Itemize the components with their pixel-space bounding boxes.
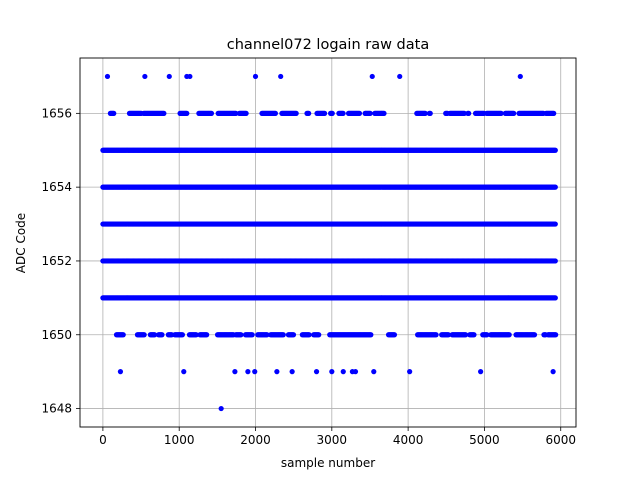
- data-point: [517, 73, 523, 80]
- data-point: [204, 332, 210, 338]
- data-point: [551, 110, 557, 116]
- data-points: [100, 73, 559, 412]
- y-tick-label: 1650: [41, 328, 72, 342]
- data-point: [471, 332, 477, 338]
- data-point: [368, 332, 374, 338]
- data-point: [340, 110, 346, 116]
- data-point: [280, 332, 286, 338]
- data-point: [313, 369, 320, 375]
- data-point: [552, 295, 558, 301]
- data-point: [218, 405, 224, 412]
- data-point: [340, 369, 346, 375]
- data-point: [397, 73, 403, 80]
- y-tick-label: 1652: [41, 254, 72, 268]
- data-point: [306, 332, 312, 338]
- data-point: [553, 332, 559, 338]
- data-point: [274, 369, 280, 375]
- x-tick-label: 5000: [469, 433, 500, 447]
- y-tick-label: 1648: [41, 402, 72, 416]
- data-point: [252, 73, 259, 80]
- data-point: [367, 110, 373, 116]
- axes: 0 1000 2000 3000 4000 5000 6000 1648 1650 1652 165…: [41, 57, 577, 447]
- data-point: [232, 369, 238, 375]
- data-point: [407, 369, 413, 375]
- data-point: [484, 332, 490, 338]
- data-point: [466, 110, 472, 116]
- data-point: [278, 73, 284, 80]
- data-point: [461, 110, 467, 116]
- data-point: [111, 110, 117, 116]
- data-point: [141, 332, 147, 338]
- x-tick-label: 4000: [393, 433, 424, 447]
- data-point: [316, 332, 322, 338]
- data-point: [104, 73, 111, 80]
- data-point: [463, 332, 469, 338]
- data-point: [552, 147, 558, 153]
- data-point: [371, 369, 377, 375]
- data-point: [498, 110, 504, 116]
- data-point: [159, 332, 165, 338]
- data-point: [550, 369, 556, 375]
- plot-frame: [79, 57, 577, 428]
- data-point: [433, 332, 439, 338]
- data-point: [369, 73, 375, 80]
- data-point: [552, 221, 558, 227]
- data-point: [293, 110, 299, 116]
- data-point: [329, 369, 335, 375]
- data-point: [233, 110, 239, 116]
- data-point: [552, 258, 558, 264]
- chart-title: channel072 logain raw data: [227, 37, 429, 53]
- data-point: [184, 110, 190, 116]
- data-point: [321, 110, 328, 116]
- x-tick-label: 2000: [240, 433, 271, 447]
- data-point: [445, 332, 451, 338]
- x-tick-label: 6000: [545, 433, 576, 447]
- data-point: [356, 110, 363, 116]
- data-point: [181, 369, 187, 375]
- y-tick-label: 1656: [41, 106, 72, 120]
- data-point: [151, 332, 158, 338]
- data-point: [511, 110, 517, 116]
- data-point: [352, 369, 359, 375]
- data-point: [289, 369, 295, 375]
- x-tick-label: 1000: [164, 433, 195, 447]
- data-point: [252, 369, 258, 375]
- data-point: [238, 332, 244, 338]
- data-point: [117, 369, 124, 375]
- data-point: [208, 110, 215, 116]
- data-point: [531, 332, 538, 338]
- data-point: [264, 332, 270, 338]
- data-point: [427, 110, 433, 116]
- data-point: [381, 110, 387, 116]
- data-point: [249, 332, 255, 338]
- data-point: [329, 110, 335, 116]
- data-point: [120, 332, 126, 338]
- data-point: [272, 110, 279, 116]
- data-point: [179, 332, 186, 338]
- y-axis-label: ADC Code: [14, 213, 28, 273]
- data-point: [422, 110, 428, 116]
- data-point: [193, 332, 199, 338]
- x-tick-label: 3000: [317, 433, 348, 447]
- data-point: [161, 110, 167, 116]
- x-axis-label: sample number: [281, 456, 375, 470]
- x-tick-label: 0: [99, 433, 107, 447]
- data-point: [306, 110, 312, 116]
- data-point: [142, 73, 148, 80]
- data-point: [506, 332, 512, 338]
- data-point: [245, 369, 251, 375]
- data-point: [290, 332, 297, 338]
- data-point: [243, 110, 249, 116]
- data-point: [478, 369, 484, 375]
- data-point: [166, 73, 172, 80]
- data-point: [187, 73, 193, 80]
- y-tick-label: 1654: [41, 180, 72, 194]
- data-point: [552, 184, 558, 190]
- data-point: [391, 332, 398, 338]
